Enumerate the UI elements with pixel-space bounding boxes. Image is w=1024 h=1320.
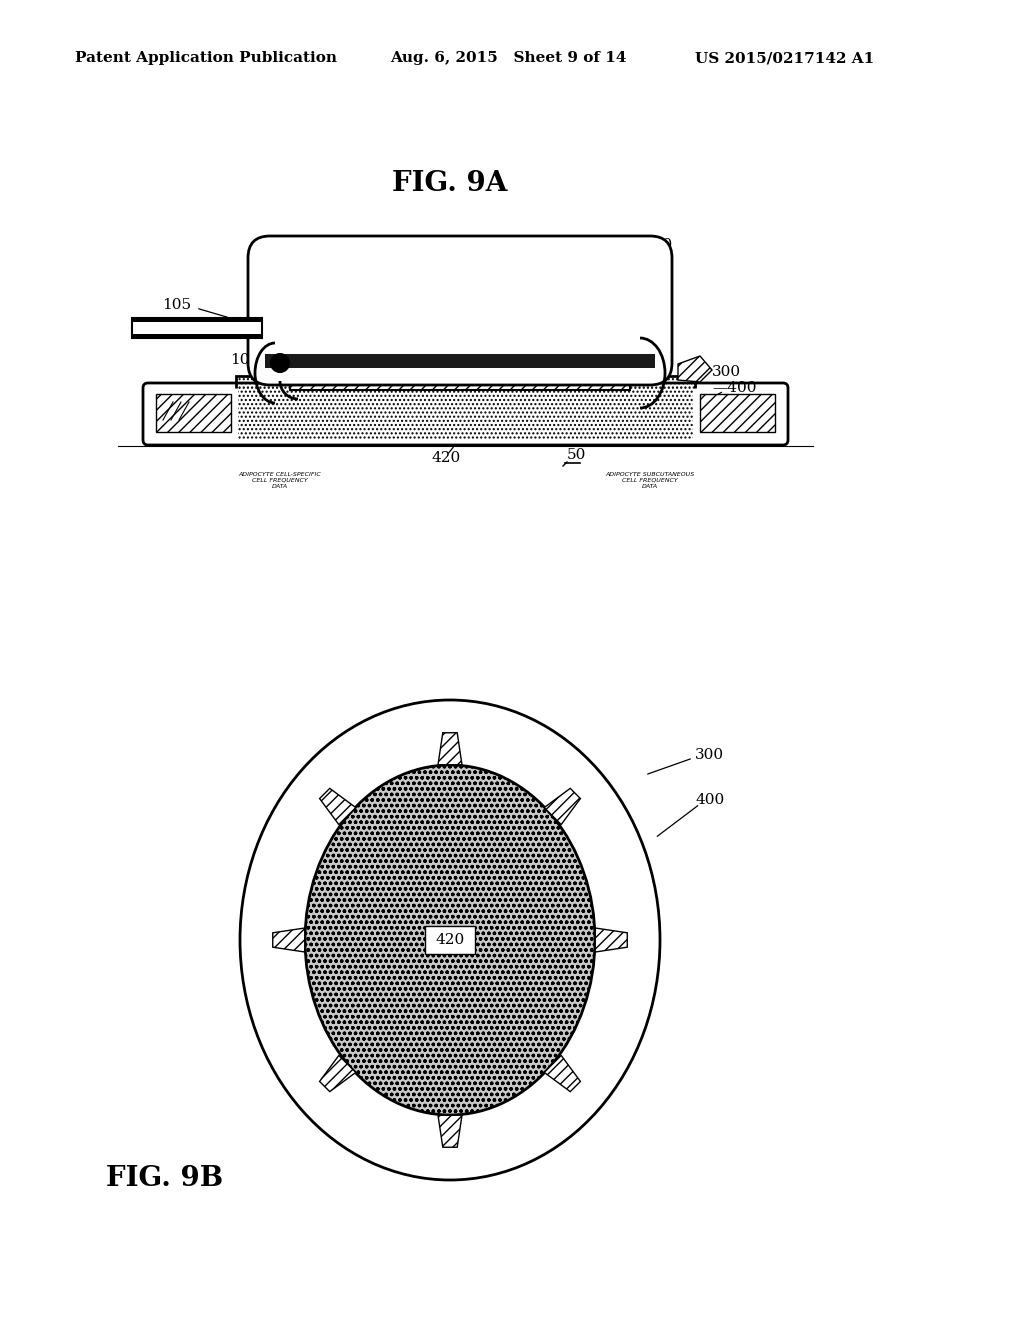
Text: 103: 103 [302, 235, 331, 249]
Ellipse shape [240, 700, 660, 1180]
Text: 420: 420 [432, 451, 461, 465]
Polygon shape [319, 1056, 355, 1092]
Polygon shape [319, 788, 355, 825]
Text: 400: 400 [695, 793, 724, 807]
Bar [236, 376, 695, 389]
Bar [290, 368, 630, 389]
Circle shape [271, 354, 289, 372]
Text: 102: 102 [638, 351, 668, 366]
Text: ADIPOCYTE CELL-SPECIFIC
CELL FREQUENCY
DATA: ADIPOCYTE CELL-SPECIFIC CELL FREQUENCY D… [239, 473, 322, 488]
Polygon shape [438, 1115, 462, 1147]
Text: 300: 300 [695, 748, 724, 762]
Bar [700, 393, 775, 432]
Text: FIG. 9A: FIG. 9A [392, 170, 508, 197]
FancyBboxPatch shape [425, 927, 475, 954]
Bar [156, 393, 231, 432]
Text: 420: 420 [435, 933, 465, 946]
Bar [265, 354, 655, 368]
Bar [132, 318, 262, 322]
Bar [238, 388, 693, 440]
Bar [132, 318, 262, 338]
Bar [132, 334, 262, 338]
Text: 100: 100 [643, 238, 672, 252]
Polygon shape [595, 928, 628, 952]
FancyBboxPatch shape [248, 236, 672, 385]
Text: FIG. 9B: FIG. 9B [106, 1166, 223, 1192]
FancyBboxPatch shape [143, 383, 788, 445]
Ellipse shape [305, 766, 595, 1115]
Polygon shape [272, 928, 305, 952]
Text: 101: 101 [638, 333, 668, 347]
Text: —400: —400 [712, 381, 757, 395]
Bar [156, 393, 231, 432]
Text: 105: 105 [162, 298, 191, 312]
Bar [700, 393, 775, 432]
Polygon shape [544, 788, 581, 825]
Polygon shape [678, 356, 712, 381]
Polygon shape [438, 733, 462, 764]
Text: Patent Application Publication: Patent Application Publication [75, 51, 337, 65]
Polygon shape [544, 1056, 581, 1092]
Text: 50: 50 [567, 447, 587, 462]
Text: Aug. 6, 2015   Sheet 9 of 14: Aug. 6, 2015 Sheet 9 of 14 [390, 51, 627, 65]
Text: 300: 300 [712, 366, 741, 379]
Text: ADIPOCYTE SUBCUTANEOUS
CELL FREQUENCY
DATA: ADIPOCYTE SUBCUTANEOUS CELL FREQUENCY DA… [605, 473, 694, 488]
Text: US 2015/0217142 A1: US 2015/0217142 A1 [695, 51, 874, 65]
Text: 104: 104 [230, 352, 259, 367]
